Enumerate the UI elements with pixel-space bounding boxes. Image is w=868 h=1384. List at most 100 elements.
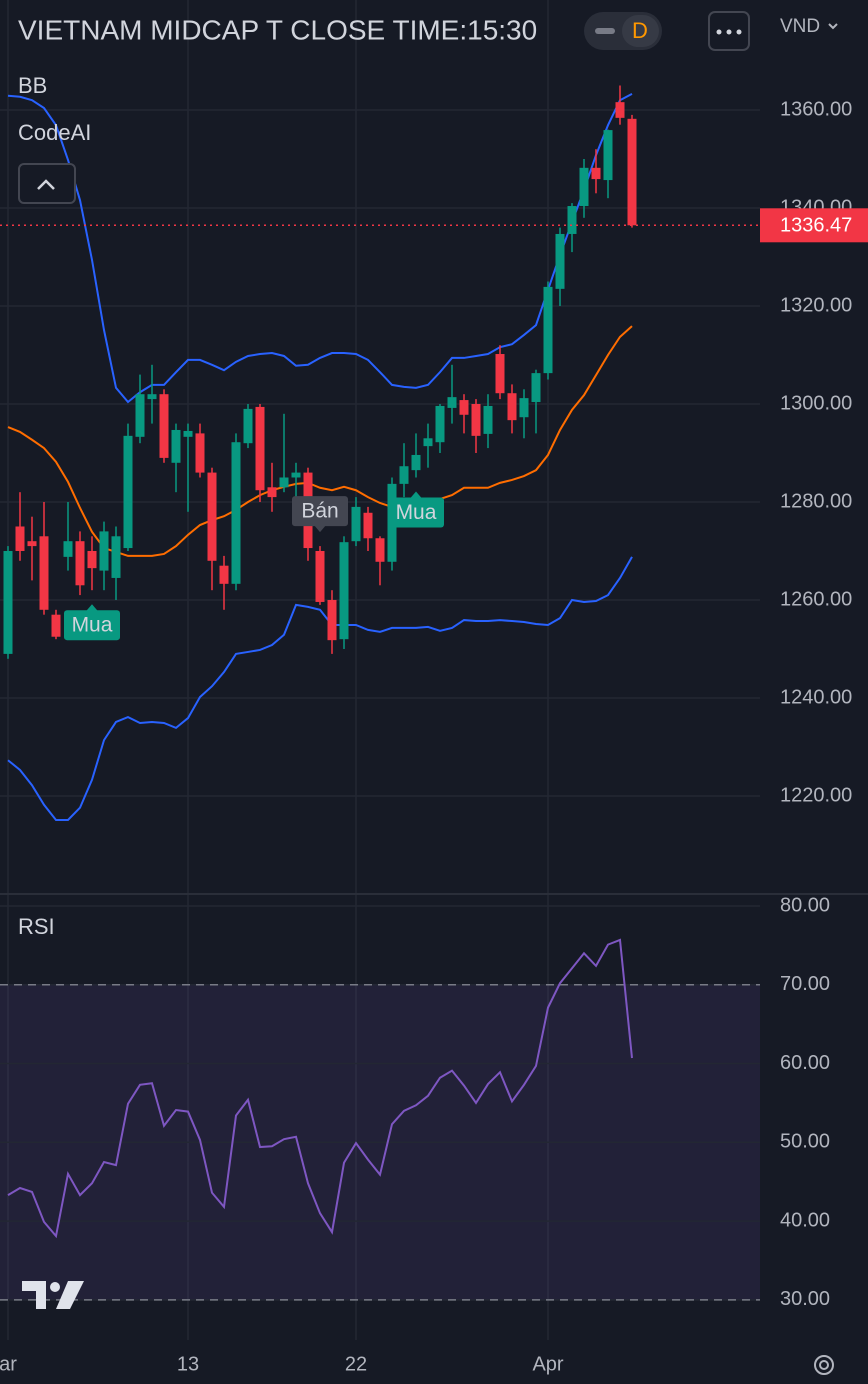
- interval-bg: [622, 15, 659, 47]
- y-tick-label: 1240.00: [780, 686, 852, 708]
- logo: [22, 1281, 84, 1309]
- candle-body: [267, 487, 277, 498]
- indicator-label[interactable]: BB: [18, 73, 47, 98]
- candle-body: [111, 536, 121, 578]
- x-tick-label: ar: [0, 1353, 17, 1375]
- more-box: [708, 11, 750, 51]
- candle-body: [243, 408, 253, 444]
- signal-pointer: [314, 525, 326, 533]
- logo-part: [50, 1282, 60, 1292]
- candle-body: [435, 405, 445, 443]
- candle-body: [531, 373, 541, 403]
- pane-title: RSI: [18, 914, 55, 939]
- rsi-line: [7, 938, 633, 1239]
- signal-pointer: [410, 491, 422, 499]
- candle-body: [159, 394, 169, 458]
- x-tick-label: Apr: [532, 1353, 563, 1375]
- signal-label: Mua: [396, 501, 437, 524]
- candle-body: [423, 438, 433, 447]
- gear: [814, 1355, 834, 1375]
- signal-label: Bán: [301, 500, 338, 523]
- currency-menu[interactable]: VND: [780, 16, 838, 37]
- candle-body: [255, 406, 265, 491]
- candle-body: [27, 541, 37, 547]
- gear-hub: [819, 1360, 829, 1370]
- dot: [716, 29, 722, 35]
- x-tick-label: 13: [177, 1353, 199, 1375]
- candle-body: [351, 506, 361, 542]
- candle-body: [195, 433, 205, 473]
- candle-body: [39, 536, 49, 610]
- candle-body: [279, 477, 289, 488]
- chevron: [828, 23, 838, 30]
- candle-body: [99, 531, 109, 571]
- candle-body: [579, 167, 589, 207]
- more-button[interactable]: [708, 11, 750, 51]
- x-tick-label: 22: [345, 1353, 367, 1375]
- candle-body: [495, 354, 505, 394]
- indicator-label[interactable]: CodeAI: [18, 120, 91, 145]
- y-tick-label: 1220.00: [780, 784, 852, 806]
- y-tick-label: 40.00: [780, 1209, 830, 1231]
- candle-body: [591, 167, 601, 180]
- candle-body: [63, 541, 73, 557]
- bb-line: [7, 92, 633, 404]
- y-tick-label: 1360.00: [780, 98, 852, 120]
- y-tick-label: 50.00: [780, 1131, 830, 1153]
- candle-body: [411, 454, 421, 471]
- bb-line: [7, 556, 633, 821]
- dot: [736, 29, 742, 35]
- settings-button[interactable]: [814, 1355, 834, 1375]
- signal-box: [388, 497, 444, 528]
- y-tick-label: 1280.00: [780, 490, 852, 512]
- y-tick-label: 70.00: [780, 973, 830, 995]
- candle-body: [363, 512, 373, 539]
- candle-body: [399, 466, 409, 484]
- candle-body: [3, 550, 13, 654]
- candle-body: [339, 542, 349, 640]
- candle-body: [87, 550, 97, 569]
- candle-body: [375, 538, 385, 562]
- candle-body: [123, 435, 133, 549]
- candle-body: [603, 130, 613, 181]
- candle-body: [507, 393, 517, 421]
- y-tick-label: 1300.00: [780, 392, 852, 414]
- candle-body: [231, 442, 241, 584]
- candle-body: [51, 614, 61, 637]
- chevron-up: [37, 179, 55, 190]
- candle-body: [555, 233, 565, 289]
- chart-title: VIETNAM MIDCAP T CLOSE TIME:15:30: [18, 14, 537, 45]
- switch-knob: [595, 28, 615, 34]
- interval-switch[interactable]: D: [584, 12, 662, 50]
- collapse-button[interactable]: [18, 163, 76, 204]
- candle-body: [459, 400, 469, 415]
- dot: [726, 29, 732, 35]
- y-tick-label: 1260.00: [780, 588, 852, 610]
- candle-body: [615, 102, 625, 118]
- signal-box: [292, 496, 348, 527]
- y-tick-label: 1320.00: [780, 294, 852, 316]
- last-price-label: 1336.47: [780, 215, 852, 237]
- y-tick-label: 30.00: [780, 1288, 830, 1310]
- logo-part: [22, 1281, 46, 1309]
- currency: VND: [780, 16, 820, 37]
- candle-body: [627, 118, 637, 226]
- candle-body: [207, 472, 217, 561]
- candle-body: [543, 286, 553, 374]
- plot: Mua Bán Mua: [0, 85, 760, 1301]
- candle-body: [147, 394, 157, 400]
- candle-body: [291, 472, 301, 478]
- candle-body: [171, 429, 181, 463]
- candle-body: [75, 541, 85, 586]
- candle-body: [315, 550, 325, 602]
- candle-body: [135, 394, 145, 437]
- candle-body: [219, 565, 229, 584]
- last-price-tag: [760, 208, 868, 243]
- candle-body: [15, 526, 25, 551]
- logo-part: [56, 1281, 84, 1309]
- y-tick-label: 60.00: [780, 1052, 830, 1074]
- candle-body: [483, 405, 493, 434]
